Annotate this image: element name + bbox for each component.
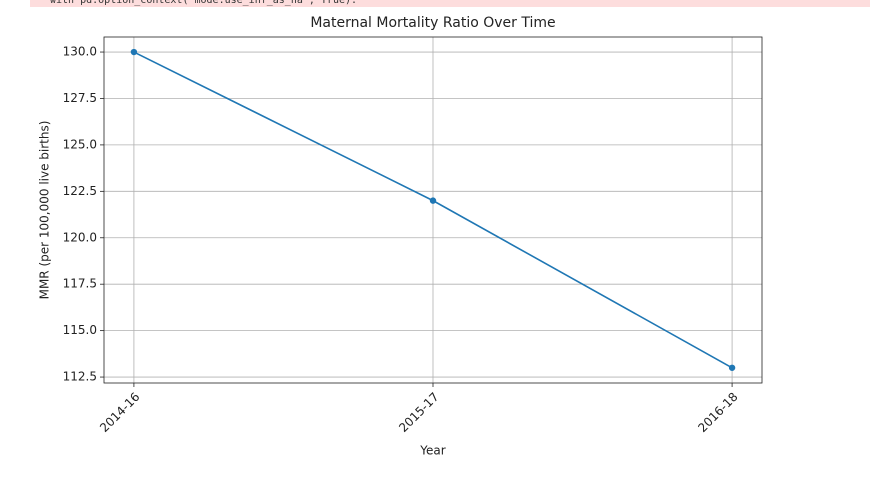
marker [728,364,736,371]
y-tick-label: 112.5 [63,370,97,384]
marker [130,48,138,56]
x-tick-label: 2016-18 [695,390,740,435]
x-axis-label: Year [419,444,445,458]
y-tick-label: 117.5 [63,277,97,291]
y-axis-label: MMR (per 100,000 live births) [38,121,52,300]
marker [429,197,437,204]
warning-strip [30,0,870,7]
x-tick-label: 2014-16 [97,390,142,435]
y-tick-label: 120.0 [63,230,97,244]
y-tick-label: 115.0 [63,323,97,337]
warning-text: with pd.option_context('mode.use_inf_as_… [50,0,357,6]
y-tick-label: 122.5 [63,184,97,198]
y-tick-label: 125.0 [63,137,97,151]
chart-title: Maternal Mortality Ratio Over Time [310,15,555,31]
x-tick-label: 2015-17 [396,390,441,435]
y-tick-label: 130.0 [63,45,97,59]
y-tick-label: 127.5 [63,91,97,105]
plot-frame [103,36,763,384]
